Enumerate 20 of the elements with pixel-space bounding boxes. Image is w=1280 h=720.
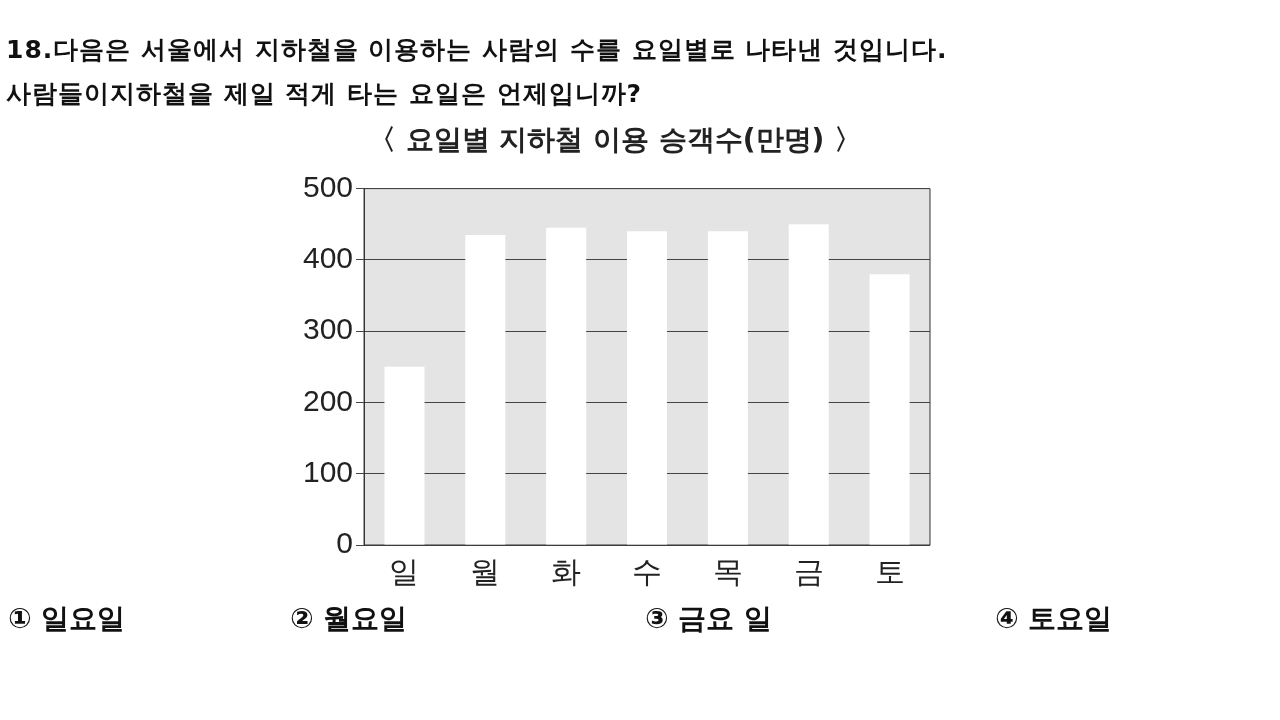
- x-tick-label: 일: [389, 555, 420, 589]
- text: ④ 토요일: [995, 601, 1113, 637]
- x-tick-label: 수: [632, 555, 663, 589]
- y-tick-label: 500: [302, 169, 354, 203]
- text: 사람들이지하철을 제일 적게 타는 요일은 언제입니까?: [6, 78, 644, 110]
- text: ② 월요일: [290, 601, 408, 637]
- y-tick-label: 100: [302, 454, 354, 488]
- text: 18.다음은 서울에서 지하철을 이용하는 사람의 수를 요일별로 나타낸 것입니다.: [6, 34, 948, 66]
- y-tick-label: 0: [336, 526, 354, 560]
- text: ① 일요일: [8, 601, 126, 637]
- x-tick-label: 월: [470, 555, 501, 589]
- x-tick-label: 금: [793, 555, 824, 589]
- x-tick-label: 토: [874, 555, 905, 589]
- y-tick-label: 200: [302, 383, 354, 417]
- y-tick-label: 400: [302, 241, 354, 275]
- chart-title: 〈 요일별 지하철 이용 승객수(만명) 〉: [367, 123, 863, 157]
- x-tick-label: 화: [551, 555, 582, 589]
- y-tick-label: 300: [302, 312, 354, 346]
- x-tick-label: 목: [712, 555, 743, 589]
- text: ③ 금요 일: [645, 601, 773, 637]
